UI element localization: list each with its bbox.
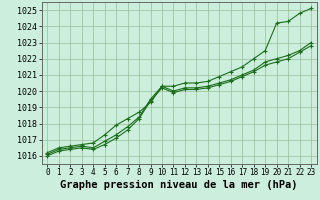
X-axis label: Graphe pression niveau de la mer (hPa): Graphe pression niveau de la mer (hPa) [60,180,298,190]
